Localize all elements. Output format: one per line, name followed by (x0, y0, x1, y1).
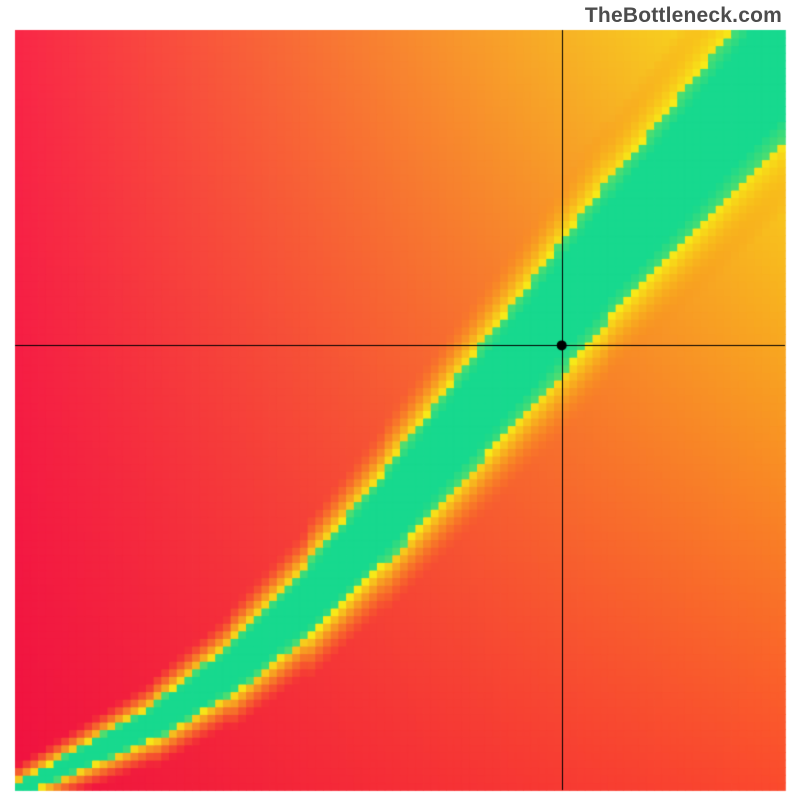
watermark-text: TheBottleneck.com (585, 4, 782, 28)
heatmap-plot (0, 0, 800, 800)
